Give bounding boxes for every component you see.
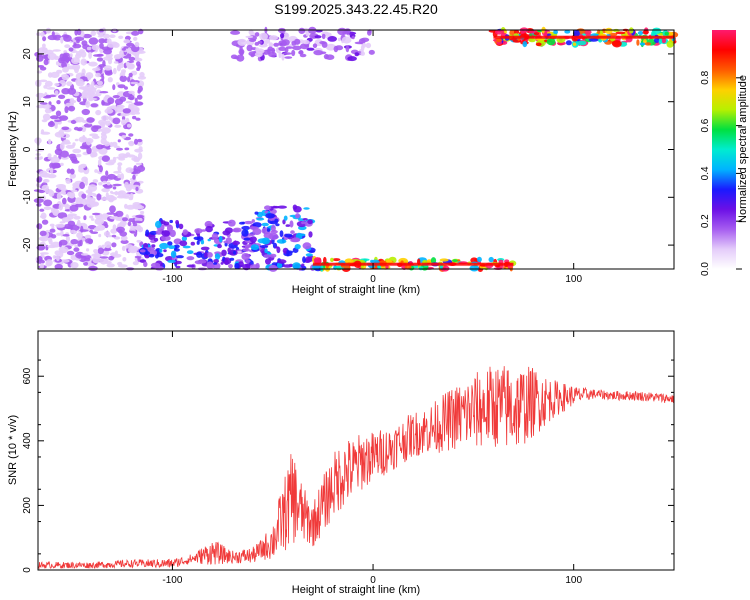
- spectrogram-y-tick-label: -20: [22, 237, 33, 252]
- spectrogram-feature: [488, 26, 679, 48]
- colorbar-tick-label: 0.0: [700, 262, 711, 276]
- spectrogram-feature: [33, 27, 147, 272]
- spectrogram-feature: [249, 204, 316, 272]
- colorbar: 0.0 0.2 0.4 0.6 0.8 Normalized spectral ampl…: [700, 30, 749, 276]
- snr-x-tick-label: 100: [565, 575, 582, 586]
- spectrogram-heatmap: [33, 26, 679, 273]
- spectrogram-x-tick-label: -100: [162, 274, 182, 285]
- colorbar-tick-label: 0.2: [700, 214, 711, 228]
- spectrogram-feature: [230, 26, 375, 62]
- colorbar-label: Normalized spectral amplitude: [737, 75, 749, 223]
- spectrogram-feature: [311, 256, 517, 273]
- spectrogram-x-label: Height of straight line (km): [292, 284, 420, 296]
- snr-panel: -100 0 100 0 200 400 600 Height of straight li…: [7, 330, 675, 596]
- colorbar-ticks: 0.0 0.2 0.4 0.6 0.8: [700, 70, 742, 276]
- spectrogram-x-tick-label: 0: [370, 274, 376, 285]
- snr-y-tick-label: 400: [22, 432, 33, 449]
- spectrogram-feature: [139, 218, 257, 271]
- spectrogram-y-tick-label: -10: [22, 190, 33, 205]
- colorbar-tick-label: 0.8: [700, 70, 711, 84]
- snr-series-line: [37, 366, 675, 570]
- chart-title: S199.2025.343.22.45.R20: [274, 1, 438, 17]
- snr-y-tick-label: 200: [22, 497, 33, 514]
- snr-y-tick-label: 0: [22, 567, 33, 573]
- snr-y-label: SNR (10 * v/v): [7, 415, 19, 485]
- spectrogram-y-tick-label: 20: [22, 48, 33, 60]
- spectrogram-x-tick-label: 100: [565, 274, 582, 285]
- snr-x-label: Height of straight line (km): [292, 584, 420, 596]
- spectrogram-y-label: Frequency (Hz): [7, 111, 19, 187]
- colorbar-gradient: [712, 30, 736, 269]
- spectrogram-y-tick-label: 0: [22, 146, 33, 152]
- snr-frame: [37, 330, 675, 571]
- snr-y-tick-label: 600: [22, 367, 33, 384]
- snr-axes: -100 0 100 0 200 400 600: [22, 331, 674, 586]
- snr-x-tick-label: 0: [370, 575, 376, 586]
- colorbar-tick-label: 0.6: [700, 118, 711, 132]
- snr-x-tick-label: -100: [162, 575, 182, 586]
- spectrogram-y-tick-label: 10: [22, 96, 33, 108]
- colorbar-tick-label: 0.4: [700, 166, 711, 180]
